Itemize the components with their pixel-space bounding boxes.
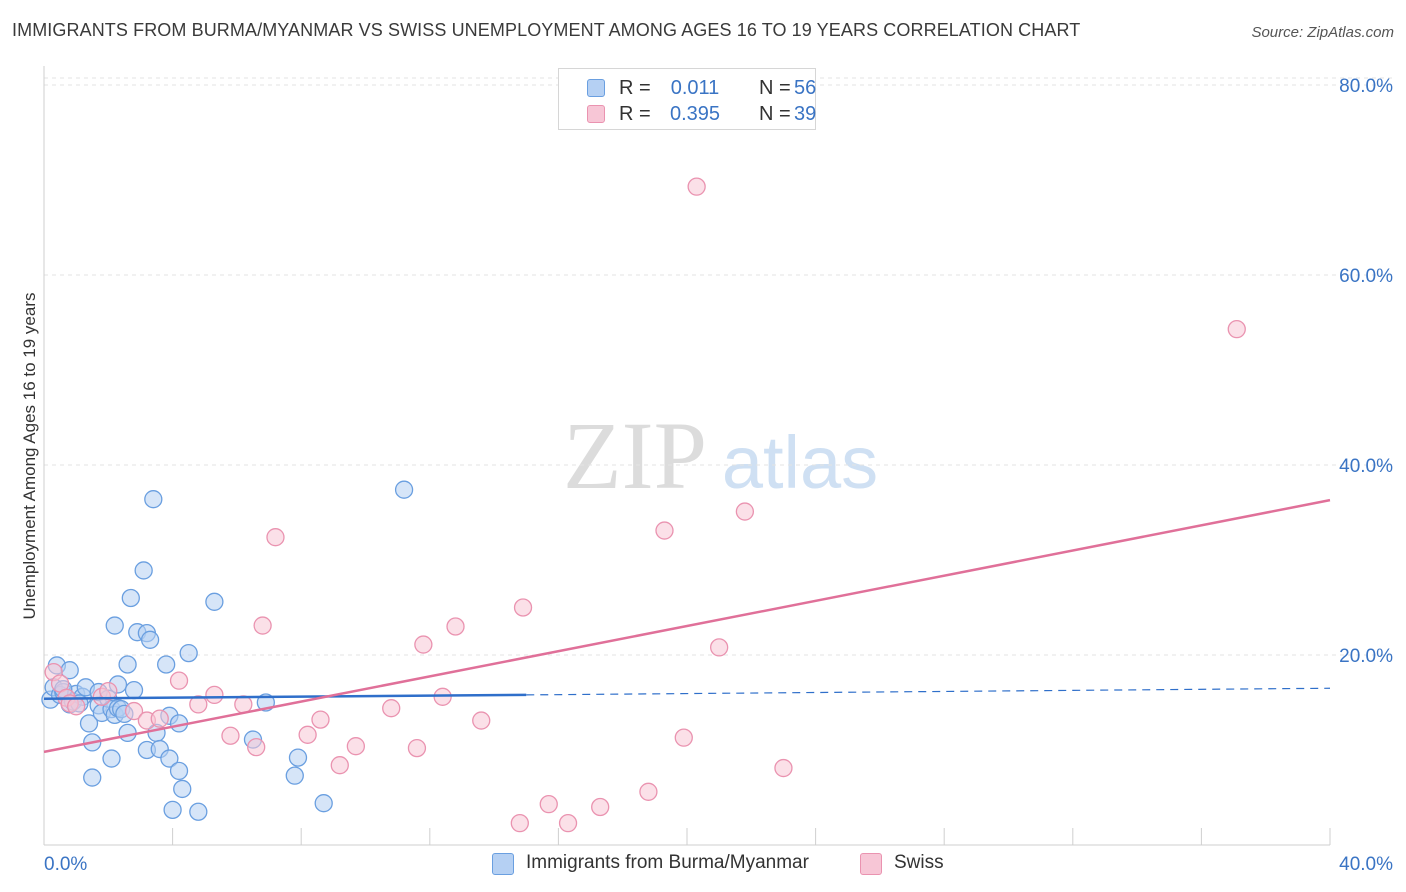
point-burma (140, 630, 160, 649)
legend-n-label: N = (759, 77, 791, 99)
point-burma (173, 779, 192, 799)
chart-title: IMMIGRANTS FROM BURMA/MYANMAR VS SWISS U… (12, 20, 1081, 40)
y-tick-label: 60.0% (1339, 266, 1393, 287)
point-swiss (414, 635, 433, 654)
y-tick-label: 20.0% (1339, 646, 1393, 667)
point-swiss (639, 782, 658, 801)
point-swiss (510, 814, 529, 833)
point-swiss (234, 695, 253, 714)
point-swiss (311, 710, 330, 729)
point-swiss (710, 638, 729, 657)
point-swiss (247, 738, 266, 757)
point-swiss (298, 725, 317, 744)
legend: R = 0.011 N = 56 R = 0.395 N = 39 (558, 68, 816, 130)
point-swiss (591, 797, 610, 817)
point-burma (102, 749, 121, 768)
bottom-legend-label-swiss: Swiss (894, 852, 944, 873)
point-burma (169, 761, 189, 781)
point-burma (144, 490, 163, 509)
chart-source: Source: ZipAtlas.com (1251, 24, 1394, 41)
point-burma (105, 616, 124, 635)
bottom-legend-swatch-swiss (860, 853, 882, 875)
tick-labels: 20.0% 40.0% 60.0% 80.0% 0.0% 40.0% (44, 76, 1393, 875)
trend-line-swiss (43, 498, 1331, 754)
point-burma (160, 749, 179, 768)
point-swiss (346, 737, 366, 756)
watermark-atlas: atlas (722, 421, 878, 504)
point-burma (157, 655, 176, 674)
point-burma (118, 723, 137, 743)
point-burma (314, 794, 333, 813)
point-burma (118, 655, 137, 674)
point-burma (189, 802, 208, 821)
watermark: ZIP atlas (563, 402, 878, 509)
x-tick-label: 0.0% (44, 854, 87, 875)
legend-swatch-swiss (587, 105, 605, 123)
point-swiss (687, 177, 706, 196)
trend-lines (43, 498, 1331, 754)
point-burma (124, 681, 144, 700)
y-axis-label: Unemployment Among Ages 16 to 19 years (20, 292, 39, 620)
point-swiss (169, 671, 189, 690)
point-burma (134, 561, 153, 580)
bottom-legend-label-burma: Immigrants from Burma/Myanmar (526, 852, 809, 873)
y-tick-label: 80.0% (1339, 76, 1393, 97)
trend-line-burma-extension (526, 687, 1331, 696)
point-swiss (472, 711, 491, 730)
point-swiss (655, 521, 674, 540)
point-swiss (674, 728, 693, 747)
point-burma (285, 766, 304, 785)
x-tick-label: 40.0% (1339, 854, 1393, 875)
point-burma (163, 800, 182, 819)
point-swiss (382, 699, 401, 718)
point-swiss (124, 701, 144, 721)
legend-r-value: 0.395 (669, 103, 721, 125)
point-burma (121, 588, 140, 608)
axes (43, 66, 1331, 846)
legend-swatch-burma (587, 79, 605, 97)
legend-n-label: N = (759, 103, 791, 125)
point-burma (394, 480, 414, 499)
trend-line-burma (43, 693, 527, 700)
point-swiss (513, 598, 533, 617)
point-burma (288, 748, 308, 767)
point-swiss (67, 697, 86, 716)
point-burma (83, 768, 102, 787)
point-swiss (774, 758, 793, 778)
legend-r-label: R = (619, 103, 651, 125)
legend-r-label: R = (619, 77, 651, 99)
legend-n-value: 39 (794, 103, 817, 125)
bottom-legend-swatch-burma (492, 853, 514, 875)
data-points (41, 177, 1246, 833)
point-swiss (205, 685, 224, 705)
point-swiss (189, 695, 208, 714)
point-swiss (735, 502, 755, 521)
point-burma (179, 643, 198, 663)
legend-r-value: 0.011 (670, 77, 720, 99)
point-swiss (407, 738, 427, 758)
point-swiss (266, 528, 285, 547)
y-tick-label: 40.0% (1339, 456, 1393, 477)
legend-n-value: 56 (794, 77, 817, 99)
point-swiss (446, 617, 465, 636)
point-swiss (221, 726, 240, 745)
point-swiss (539, 795, 558, 814)
point-swiss (330, 756, 349, 775)
point-burma (79, 714, 99, 733)
point-swiss (99, 681, 118, 701)
point-swiss (150, 709, 169, 728)
point-swiss (558, 814, 578, 833)
point-swiss (1227, 319, 1246, 339)
gridlines (44, 77, 1392, 656)
point-burma (205, 592, 224, 611)
point-swiss (253, 616, 272, 635)
watermark-zip: ZIP (563, 402, 707, 509)
